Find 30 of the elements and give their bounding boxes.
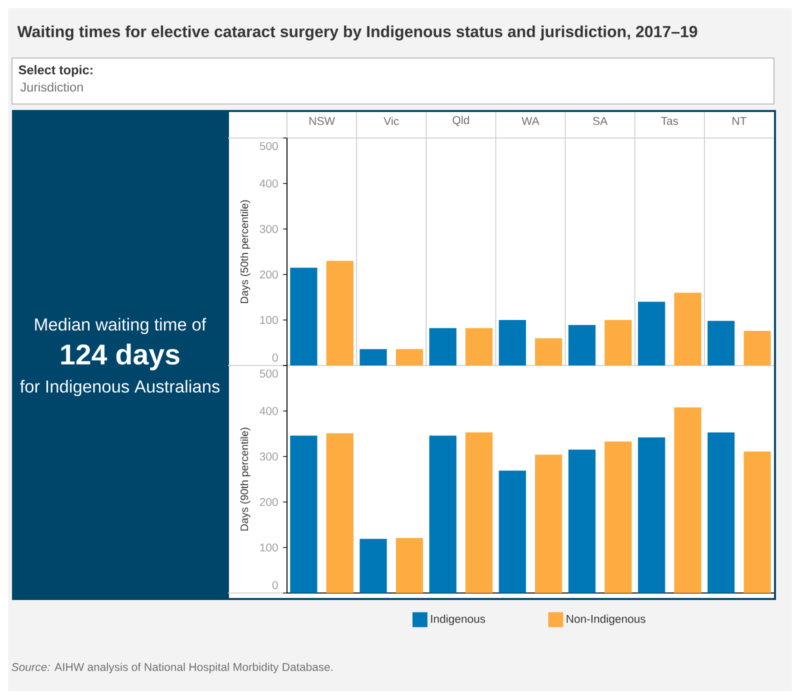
- y-tick-label: 300: [260, 224, 278, 233]
- x-tick-label: SA: [593, 116, 608, 126]
- y-tick-label: 500: [260, 142, 278, 150]
- legend-label: Non-Indigenous: [566, 614, 646, 626]
- y-tick-label: 0: [272, 581, 278, 590]
- y-axis-title: Days (50th percentile): [240, 200, 250, 304]
- x-tick-label: NSW: [309, 116, 335, 126]
- legend-label: Indigenous: [431, 614, 486, 626]
- y-tick-label: 300: [260, 452, 278, 461]
- x-tick-label: Qld: [452, 116, 470, 126]
- text: for Indigenous Australians: [20, 380, 220, 396]
- y-axis-title: Days (90th percentile): [240, 428, 250, 531]
- x-tick-label: Vic: [384, 116, 399, 126]
- text: Median waiting time of: [35, 318, 206, 334]
- text: Jurisdiction: [20, 82, 83, 92]
- y-tick-label: 100: [260, 316, 278, 324]
- x-tick-label: NT: [732, 117, 747, 125]
- y-tick-label: 200: [260, 270, 278, 278]
- text: 124 days: [61, 344, 180, 370]
- text: Select topic:: [18, 65, 92, 77]
- text: Source: AIHW analysis of National Hospital Morbidity Database.: [12, 662, 332, 674]
- y-tick-label: 100: [260, 544, 278, 552]
- y-tick-label: 400: [260, 179, 278, 188]
- y-tick-label: 0: [272, 354, 278, 362]
- x-tick-label: Tas: [661, 117, 678, 125]
- y-tick-label: 400: [260, 407, 278, 416]
- x-tick-label: WA: [522, 117, 540, 125]
- y-tick-label: 500: [260, 370, 278, 378]
- text: Waiting times for elective cataract surgery by Indigenous status and jurisdiction, 2017–19: [17, 26, 698, 40]
- y-tick-label: 200: [260, 498, 278, 506]
